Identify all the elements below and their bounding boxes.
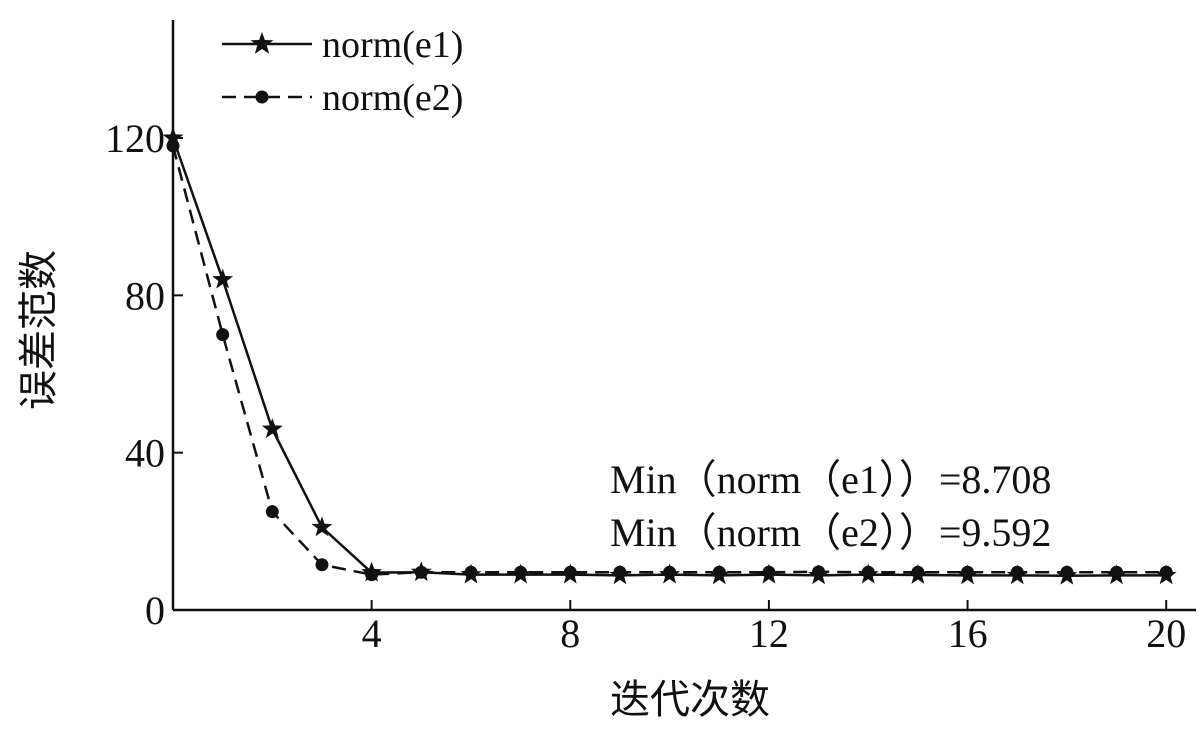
point-e1 (261, 418, 283, 438)
point-e2 (166, 139, 180, 153)
legend: norm(e1) norm(e2) (222, 24, 463, 119)
point-e2 (414, 565, 428, 579)
x-tick-label: 4 (362, 611, 382, 656)
legend-marker-e2 (255, 90, 269, 104)
point-e2 (1159, 565, 1173, 579)
x-axis-title: 迭代次数 (610, 677, 770, 723)
legend-marker-e1 (250, 32, 274, 54)
y-axis-title: 误差范数 (16, 250, 62, 410)
y-tick-label: 120 (105, 116, 165, 161)
point-e2 (216, 328, 230, 342)
annotation-min-e2: Min（norm（e2））=9.592 (610, 510, 1051, 555)
legend-label-e1: norm(e1) (322, 24, 463, 66)
y-tick-label: 40 (125, 431, 165, 476)
y-tick-label: 80 (125, 273, 165, 318)
point-e2 (464, 565, 478, 579)
series-layer (162, 127, 1177, 585)
point-e1 (162, 127, 184, 147)
legend-label-e2: norm(e2) (322, 77, 463, 119)
ticks: 4 8 12 16 20 0 40 80 120 (105, 116, 1186, 656)
point-e2 (613, 565, 627, 579)
point-e2 (961, 565, 975, 579)
x-tick-label: 8 (560, 611, 580, 656)
point-e2 (861, 565, 875, 579)
point-e2 (1110, 565, 1124, 579)
point-e2 (663, 565, 677, 579)
axes (171, 20, 1196, 612)
x-tick-label: 20 (1146, 611, 1186, 656)
x-tick-label: 16 (948, 611, 988, 656)
point-e2 (365, 568, 379, 582)
point-e1 (311, 516, 333, 537)
annotation-min-e1: Min（norm（e1））=8.708 (610, 457, 1051, 502)
x-tick-label: 12 (749, 611, 789, 656)
point-e2 (514, 565, 528, 579)
point-e2 (265, 505, 279, 519)
point-e2 (563, 565, 577, 579)
point-e2 (911, 565, 925, 579)
point-e1 (212, 268, 234, 289)
point-e2 (315, 558, 329, 572)
point-e2 (1060, 565, 1074, 579)
point-e2 (712, 565, 726, 579)
point-e2 (1010, 565, 1024, 579)
point-e2 (812, 565, 826, 579)
y-tick-label: 0 (145, 588, 165, 633)
point-e2 (762, 565, 776, 579)
